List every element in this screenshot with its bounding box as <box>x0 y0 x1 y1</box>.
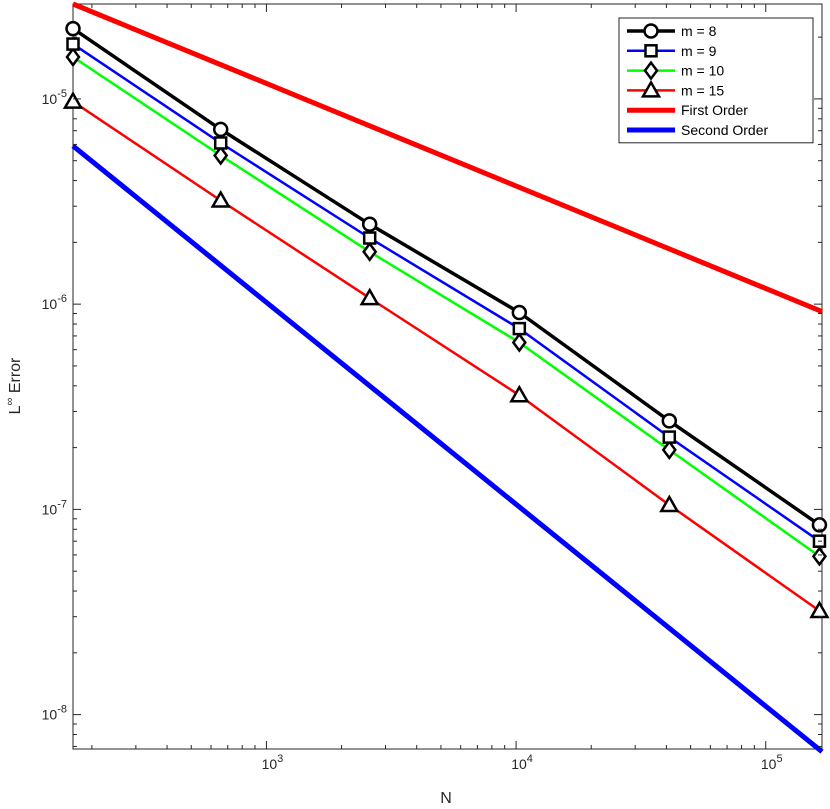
data-point-m-10 <box>213 145 229 166</box>
markers-m-10 <box>65 46 828 567</box>
data-point-m-15 <box>210 189 231 208</box>
legend-label: Second Order <box>681 122 768 138</box>
legend-marker <box>644 44 658 58</box>
series-line-m-8 <box>72 27 821 527</box>
series-layer <box>62 1 830 754</box>
data-point-m-10 <box>811 546 828 567</box>
data-point-m-15 <box>359 287 380 306</box>
series-line-first-order <box>72 1 823 314</box>
y-tick-label: 10-5 <box>42 88 67 107</box>
legend-item-m-8: m = 8 <box>627 23 717 39</box>
legend-label: First Order <box>681 102 748 118</box>
legend-marker <box>643 60 659 81</box>
data-point-m-8 <box>661 413 678 429</box>
series-second-order <box>71 143 824 754</box>
data-point-m-15 <box>659 494 680 513</box>
tick-layer: 103 104 105 10-8 10-7 10-6 10-5 <box>42 4 822 772</box>
data-point-m-10 <box>661 439 677 460</box>
series-m-10 <box>72 55 821 558</box>
series-m-9 <box>72 43 821 543</box>
x-tick-label: 103 <box>262 753 284 772</box>
series-line-second-order <box>71 143 824 754</box>
legend-label: m = 9 <box>681 43 717 59</box>
data-point-m-9 <box>362 231 377 245</box>
data-point-m-8 <box>65 20 81 37</box>
data-point-m-15 <box>509 384 530 403</box>
y-axis-label-sup: ∞ <box>4 398 16 406</box>
data-point-m-9 <box>66 37 80 51</box>
y-tick-label: 10-8 <box>42 704 67 723</box>
data-point-m-10 <box>362 241 378 262</box>
legend-item-m-15: m = 15 <box>627 79 724 98</box>
y-tick-label: 10-6 <box>42 293 67 312</box>
data-point-m-10 <box>511 332 527 353</box>
legend-marker <box>643 23 659 39</box>
legend-label: m = 8 <box>681 23 717 39</box>
data-point-m-8 <box>212 121 229 138</box>
y-axis-label-rest: Error <box>7 357 24 398</box>
x-tick-label: 104 <box>511 753 533 772</box>
data-point-m-9 <box>512 321 527 336</box>
series-line-m-10 <box>72 55 821 558</box>
legend-label: m = 15 <box>681 82 724 98</box>
legend-marker <box>640 79 662 98</box>
data-point-m-8 <box>361 216 378 233</box>
data-point-m-8 <box>511 304 528 321</box>
y-tick-label: 10-7 <box>42 498 67 517</box>
data-point-m-9 <box>213 136 228 150</box>
markers-m-8 <box>65 20 828 533</box>
series-first-order <box>72 1 823 314</box>
legend-label: m = 10 <box>681 63 724 79</box>
series-m-8 <box>72 27 821 527</box>
legend: m = 8 m = 9 m = 10 m = 15 First Order Second … <box>618 17 814 144</box>
data-point-m-9 <box>662 430 677 444</box>
x-tick-label: 105 <box>761 753 783 772</box>
legend-item-m-9: m = 9 <box>627 43 717 59</box>
series-m-15 <box>72 100 821 612</box>
x-axis-label: N <box>440 790 452 807</box>
legend-item-first-order: First Order <box>627 102 748 118</box>
markers-m-9 <box>66 37 827 548</box>
legend-item-m-10: m = 10 <box>627 60 724 81</box>
series-line-m-9 <box>72 43 821 543</box>
data-point-m-15 <box>62 91 84 109</box>
legend-item-second-order: Second Order <box>627 122 768 138</box>
data-point-m-10 <box>65 46 81 68</box>
legend-box <box>618 17 814 144</box>
y-axis-label-base: L <box>7 405 24 414</box>
series-line-m-15 <box>72 100 821 612</box>
y-axis-label: L∞ Error <box>4 357 24 414</box>
